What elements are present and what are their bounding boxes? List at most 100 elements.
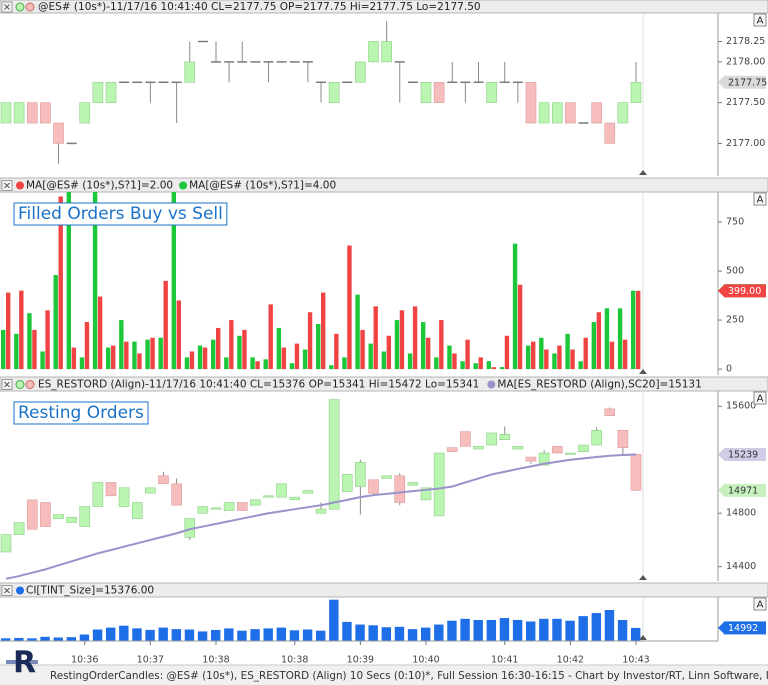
candle-body: [407, 482, 419, 486]
candle-body: [604, 122, 616, 144]
candle-body: [263, 61, 274, 63]
price-marker-label: 15239: [728, 450, 758, 461]
candle-body: [13, 102, 25, 124]
autoscale-button[interactable]: A: [753, 192, 767, 206]
price-marker-arrow: [718, 484, 724, 497]
bar: [342, 621, 352, 641]
bar: [250, 629, 260, 641]
candle-body: [591, 102, 602, 124]
bar: [421, 627, 431, 641]
candle-body: [0, 102, 12, 124]
y-tick-label: 15600: [726, 401, 756, 412]
footer-text: RestingOrderCandles: @ES# (10s*), ES_RES…: [50, 670, 768, 682]
current-time-marker: [639, 369, 647, 374]
candle-body: [538, 102, 550, 124]
close-button[interactable]: [1, 180, 13, 191]
autoscale-button[interactable]: A: [753, 597, 767, 611]
bar: [40, 351, 45, 370]
candle-body: [13, 522, 25, 535]
candle-body: [236, 502, 248, 511]
candle-body: [368, 479, 379, 494]
candle-body: [79, 102, 91, 124]
bar: [591, 613, 602, 641]
bar: [407, 353, 413, 370]
candle-body: [223, 502, 235, 511]
autoscale-button[interactable]: A: [753, 13, 767, 27]
bar: [439, 320, 444, 370]
candle-body: [302, 490, 314, 494]
bar: [526, 621, 536, 641]
candle-body: [197, 40, 208, 43]
bar: [499, 618, 510, 641]
panel-title-box: [13, 401, 149, 425]
candle-body: [92, 81, 104, 103]
candle-body: [433, 81, 445, 103]
bar: [132, 628, 142, 641]
bar: [53, 637, 63, 641]
bar: [150, 337, 155, 370]
bar: [434, 624, 444, 641]
bar: [617, 308, 623, 370]
autoscale-button[interactable]: A: [753, 391, 767, 405]
bar: [255, 361, 260, 370]
bar: [302, 629, 313, 641]
candle-body: [355, 462, 366, 487]
close-button[interactable]: [1, 585, 13, 596]
bar: [552, 618, 562, 641]
candle-body: [197, 506, 209, 514]
close-icon: [4, 182, 10, 189]
bar: [373, 306, 378, 370]
y-tick-label: 2178.25: [726, 36, 765, 47]
autoscale-box: [753, 597, 767, 611]
bar: [137, 353, 142, 370]
price-marker-arrow: [718, 448, 724, 461]
bar: [32, 329, 37, 370]
candle-body: [328, 81, 340, 103]
bar: [158, 627, 168, 641]
panel-background: [0, 13, 718, 176]
bar: [202, 347, 208, 370]
bar: [583, 337, 588, 370]
bar: [294, 343, 300, 370]
bar: [66, 637, 77, 641]
bar: [119, 625, 129, 641]
price-marker-arrow: [718, 76, 724, 89]
candle-body: [171, 483, 182, 506]
bar: [1, 329, 6, 370]
bar: [517, 284, 523, 370]
candle-body: [630, 454, 642, 491]
bar: [512, 243, 518, 370]
candle-body: [250, 499, 261, 506]
bar: [237, 630, 247, 641]
legend-dot: [25, 380, 35, 389]
bar: [53, 274, 58, 370]
y-tick-label: 14400: [726, 561, 756, 572]
close-button[interactable]: [1, 379, 13, 390]
panel-title: Filled Orders Buy vs Sell: [18, 204, 223, 224]
autoscale-label: A: [757, 600, 764, 611]
candle-body: [460, 431, 471, 447]
candle-body: [525, 456, 537, 462]
y-tick-label: 750: [726, 217, 744, 228]
x-tick-label: 10:41: [491, 655, 518, 666]
candle-body: [381, 41, 392, 63]
bar: [381, 627, 392, 641]
plot-area: [1, 192, 644, 375]
price-marker-arrow: [718, 284, 724, 297]
candle-body: [407, 81, 418, 84]
bar: [596, 312, 602, 370]
x-tick-label: 10:36: [71, 655, 98, 666]
bar: [465, 339, 470, 370]
bar: [407, 629, 418, 641]
bar: [381, 351, 387, 370]
candle-body: [53, 514, 64, 519]
panel-header: [0, 582, 768, 598]
candle-body: [145, 81, 156, 84]
candle-body: [66, 516, 77, 523]
bar: [394, 320, 400, 370]
candle-body: [158, 81, 169, 84]
candle-body: [131, 502, 143, 519]
close-button[interactable]: [1, 1, 13, 13]
candle-body: [446, 447, 458, 453]
bar: [434, 357, 439, 370]
